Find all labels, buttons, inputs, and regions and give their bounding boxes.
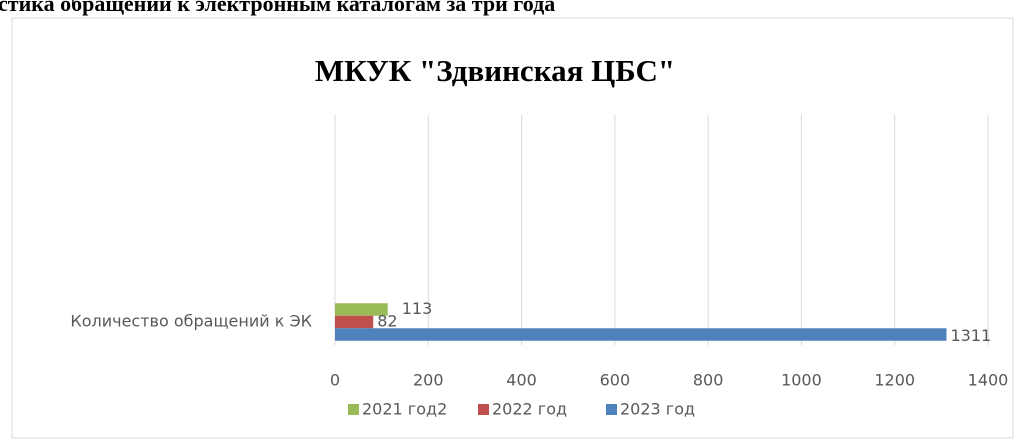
legend-label: 2022 год [492,400,567,419]
y-tick-label: Количество обращений к ЭК [70,312,312,331]
x-tick-label: 800 [693,371,724,390]
x-tick-label: 0 [330,371,340,390]
x-tick-label: 1200 [874,371,915,390]
x-tick-label: 1000 [781,371,822,390]
bar [335,328,947,341]
data-label: 82 [377,312,397,331]
legend-label: 2023 год [620,400,695,419]
x-tick-label: 200 [413,371,444,390]
chart-frame [11,17,1014,439]
x-tick-label: 1400 [968,371,1009,390]
bar [335,315,374,329]
heading: стика обращений к электронным каталогам … [0,0,555,16]
data-label: 113 [402,299,433,318]
data-label: 1311 [950,326,991,345]
legend-swatch [606,404,617,415]
x-tick-label: 600 [600,371,631,390]
legend-swatch [348,404,359,415]
legend-swatch [478,404,489,415]
legend-label: 2021 год2 [362,400,447,419]
x-tick-label: 400 [506,371,537,390]
chart-title: МКУК "Здвинская ЦБС" [315,53,675,88]
bar [335,303,388,316]
heading-bg [0,0,1014,17]
